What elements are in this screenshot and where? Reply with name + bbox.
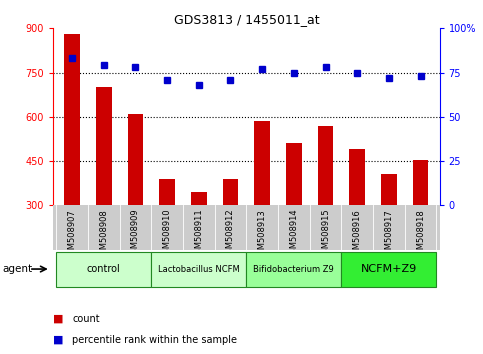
Text: control: control — [87, 264, 121, 274]
Bar — [412, 160, 428, 205]
Bar — [128, 114, 143, 205]
Bar — [349, 149, 365, 205]
Bar — [318, 126, 333, 205]
Bar — [96, 87, 112, 205]
Text: count: count — [72, 314, 100, 324]
Text: Lactobacillus NCFM: Lactobacillus NCFM — [158, 264, 240, 274]
Bar — [381, 175, 397, 205]
Bar — [223, 179, 239, 205]
Bar — [341, 251, 436, 287]
Text: GSM508918: GSM508918 — [416, 209, 425, 259]
Text: agent: agent — [2, 264, 32, 274]
Bar — [57, 251, 151, 287]
Text: GSM508911: GSM508911 — [194, 209, 203, 259]
Bar — [191, 192, 207, 205]
Text: percentile rank within the sample: percentile rank within the sample — [72, 335, 238, 345]
Text: Bifidobacterium Z9: Bifidobacterium Z9 — [254, 264, 334, 274]
Bar — [254, 121, 270, 205]
Text: GSM508909: GSM508909 — [131, 209, 140, 259]
Bar — [151, 251, 246, 287]
Bar — [246, 251, 341, 287]
Text: GSM508908: GSM508908 — [99, 209, 108, 259]
Title: GDS3813 / 1455011_at: GDS3813 / 1455011_at — [173, 13, 319, 26]
Text: GSM508913: GSM508913 — [257, 209, 267, 259]
Text: GSM508917: GSM508917 — [384, 209, 393, 259]
Text: NCFM+Z9: NCFM+Z9 — [361, 264, 417, 274]
Text: ■: ■ — [53, 335, 64, 345]
Text: GSM508915: GSM508915 — [321, 209, 330, 259]
Text: GSM508912: GSM508912 — [226, 209, 235, 259]
Bar — [286, 143, 302, 205]
Text: GSM508910: GSM508910 — [163, 209, 171, 259]
Text: GSM508907: GSM508907 — [68, 209, 77, 259]
Text: GSM508916: GSM508916 — [353, 209, 362, 259]
Bar — [159, 179, 175, 205]
Text: GSM508914: GSM508914 — [289, 209, 298, 259]
Text: ■: ■ — [53, 314, 64, 324]
Bar — [64, 34, 80, 205]
